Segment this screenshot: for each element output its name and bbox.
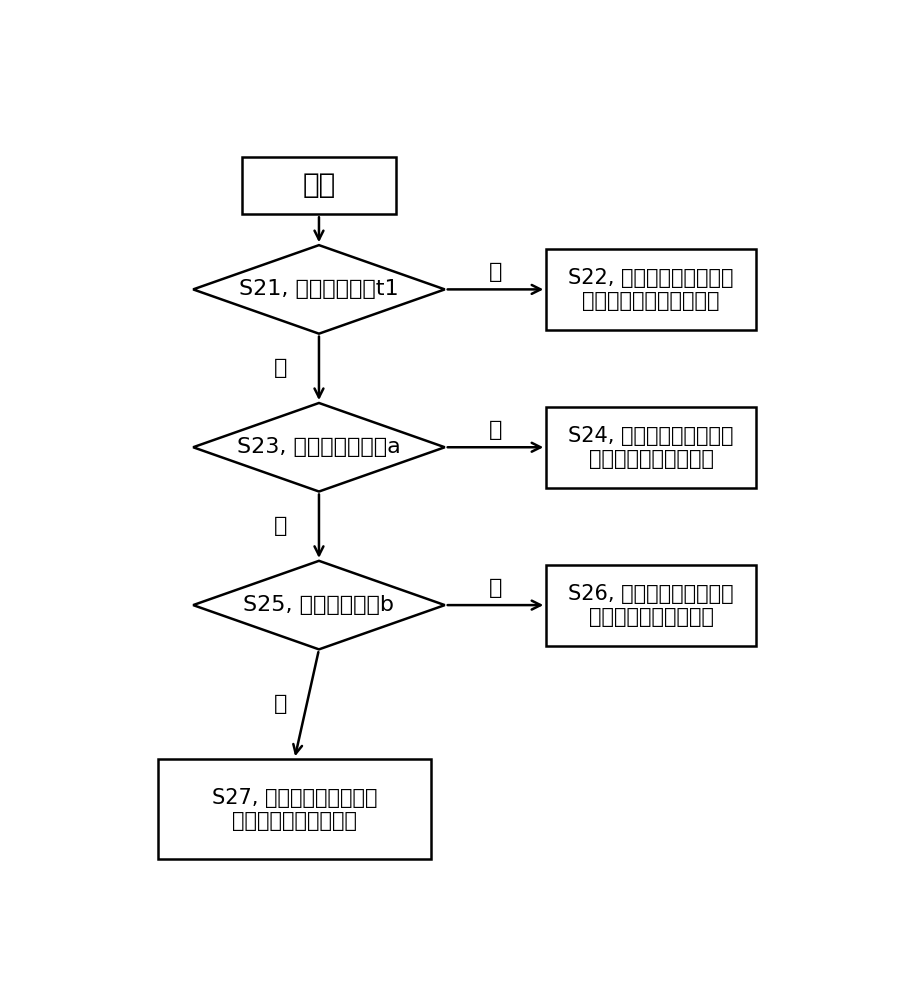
Text: 是: 是 [489,578,502,598]
Text: 开机: 开机 [302,171,336,199]
Text: S23, 调节参数度大于a: S23, 调节参数度大于a [237,437,400,457]
Text: S21, 排气温度大于t1: S21, 排气温度大于t1 [239,279,399,299]
Polygon shape [193,403,445,492]
Text: S24, 主板控制喷焓电子膨
胀阀开大相应差异步数: S24, 主板控制喷焓电子膨 胀阀开大相应差异步数 [568,426,733,469]
Polygon shape [193,245,445,334]
Text: 否: 否 [274,358,287,378]
Text: S25, 调节参数小于b: S25, 调节参数小于b [244,595,394,615]
Text: 是: 是 [489,420,502,440]
Bar [242,157,396,214]
Text: 否: 否 [274,516,287,536]
Text: 否: 否 [274,694,287,714]
Bar [547,249,756,330]
Text: S27, 主板控制喷焓电子膨
胀阀维持现有步数不变: S27, 主板控制喷焓电子膨 胀阀维持现有步数不变 [212,788,377,831]
Bar [547,565,756,646]
Text: S22, 主板控制喷焓电子膨
胀阀每次开大的固定步数: S22, 主板控制喷焓电子膨 胀阀每次开大的固定步数 [568,268,733,311]
Bar [547,407,756,488]
Text: 是: 是 [489,262,502,282]
Polygon shape [193,561,445,649]
Bar [158,759,431,859]
Text: S26, 主板控制喷焓电子膨
胀阀关小相应差异步数: S26, 主板控制喷焓电子膨 胀阀关小相应差异步数 [568,584,734,627]
